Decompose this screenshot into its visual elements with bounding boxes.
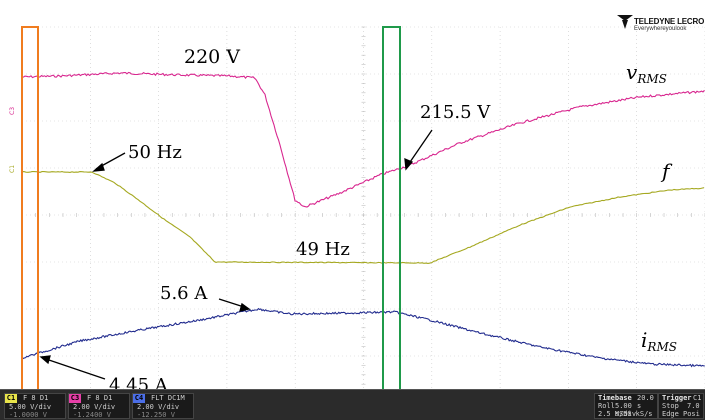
channel-offset: -1.2400 V [73, 411, 111, 419]
trigger-mode-value: 7.0 [687, 402, 700, 410]
channel-name: F 8 D1 [23, 394, 49, 402]
channel-scale: 5.00 V/div [9, 403, 52, 411]
timebase-value: 20.0 s [637, 394, 654, 410]
channel-tag: C1 [5, 394, 17, 403]
label-i-rms: iRMS [641, 328, 677, 354]
arrow-50hz-head [92, 162, 105, 172]
timebase-descriptor[interactable]: Timebase 20.0 s Roll 5.00 s/div 2.5 MS 5… [594, 393, 658, 419]
timebase-roll-value: 5.00 s/div [615, 402, 637, 418]
channel-c1-descriptor[interactable]: C1 F 8 D1 5.00 V/div -1.0000 V [4, 393, 66, 419]
voltage-rms-trace [21, 71, 705, 208]
channel-offset: -1.0000 V [9, 411, 47, 419]
teledyne-logo-icon [617, 14, 633, 33]
arrow-4-45a-head [39, 355, 51, 365]
trigger-mode-label: Stop [662, 402, 679, 410]
arrow-5-6a-head [239, 302, 251, 312]
trigger-descriptor[interactable]: Trigger C1 Stop 7.0 Edge Posi [658, 393, 704, 419]
timebase-roll-label: Roll [598, 402, 615, 410]
channel-scale: 2.00 V/div [73, 403, 116, 411]
channel-tag: C4 [133, 394, 145, 403]
event-highlight-box [382, 26, 401, 404]
label-f: f [660, 159, 673, 183]
label-5-6a: 5.6 A [160, 283, 208, 304]
trigger-title: Trigger [662, 394, 692, 402]
channel-c3-descriptor[interactable]: C3 F 8 D1 2.00 V/div -1.2400 V [68, 393, 130, 419]
trigger-edge-value: Posi [683, 410, 700, 418]
arrow-4-45a [45, 358, 106, 380]
label-v-rms: vRMS [626, 60, 667, 86]
trigger-channel: C1 [693, 394, 702, 402]
frequency-trace [21, 171, 705, 264]
timebase-rate: 2.5 MS [598, 410, 624, 418]
brand-name: TELEDYNE LECRO [634, 17, 705, 26]
timebase-rate2: 50 kS/s [623, 410, 653, 418]
graticule-grid [21, 26, 705, 404]
channel-offset: -12.250 V [137, 411, 175, 419]
status-bar: C1 F 8 D1 5.00 V/div -1.0000 V C3 F 8 D1… [0, 389, 705, 420]
current-rms-trace [21, 307, 705, 368]
arrow-215v-head [404, 157, 414, 171]
channel-name: F 8 D1 [87, 394, 113, 402]
label-215-5v: 215.5 V [420, 102, 491, 123]
channel-tag: C3 [69, 394, 81, 403]
label-220v: 220 V [184, 46, 240, 68]
trigger-edge-label: Edge [662, 410, 679, 418]
channel-c4-descriptor[interactable]: C4 FLT DC1M 2.00 V/div -12.250 V [132, 393, 194, 419]
arrow-5-6a [218, 298, 245, 308]
channel-marker-c1: C1 [9, 165, 16, 173]
channel-scale: 2.00 V/div [137, 403, 180, 411]
channel-name: FLT DC1M [151, 394, 185, 402]
channel-marker-c3: C3 [9, 107, 16, 115]
label-49hz: 49 Hz [296, 239, 350, 260]
label-50hz: 50 Hz [128, 142, 182, 163]
timebase-title: Timebase [598, 394, 632, 402]
arrow-215v [407, 129, 433, 166]
brand-tagline: Everywhereyoulook [634, 26, 687, 32]
